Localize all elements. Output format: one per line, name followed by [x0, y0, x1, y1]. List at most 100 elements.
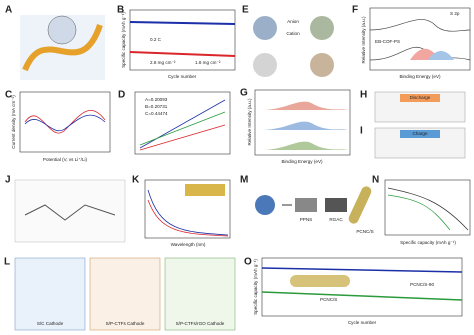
panel-label: O [244, 257, 252, 268]
panel-g: Binding Energy (eV) Relative Intensity (… [240, 88, 351, 164]
curve [387, 194, 451, 231]
panel-l: S/C Cathode S/P-CTFs Cathode S/P-CTFs/rG… [4, 257, 236, 331]
inset [290, 275, 350, 287]
axes [134, 91, 231, 155]
zoom [47, 15, 77, 45]
panel-a: A [5, 5, 105, 80]
structure [253, 16, 277, 40]
annotation: S/P-CTFs/rGO Cathode [176, 321, 225, 326]
panel-f: S 2p EB-COF-PS Binding Energy (eV) Relat… [352, 5, 471, 79]
axis-label: Binding Energy (eV) [399, 74, 441, 79]
curve [24, 109, 106, 134]
panel-label: M [240, 175, 248, 186]
annotation: Cation [286, 31, 300, 36]
axis-label: Specific capacity (mAh g⁻¹) [121, 12, 126, 68]
annotation: A=0.20093 [145, 97, 168, 102]
axis-label: Relative Intensity (a.u.) [361, 16, 366, 63]
fit-line [139, 124, 226, 151]
panel-label: J [5, 175, 11, 186]
axes [369, 7, 471, 71]
panel-label: A [5, 5, 12, 16]
axis-label: Cycle number [168, 74, 197, 79]
panel-e: Anion Cation E [242, 5, 334, 77]
annotation: 0.2 C [150, 37, 162, 42]
axes [19, 91, 111, 153]
curve [129, 21, 236, 25]
annotation: S/P-CTFs Cathode [106, 321, 145, 326]
curve [147, 199, 229, 237]
pcnc [348, 186, 372, 224]
panel-label: B [117, 5, 124, 16]
axis-label: Potential (V, vs Li⁺/Li) [43, 157, 88, 162]
cell [164, 257, 236, 331]
curve [369, 19, 471, 32]
spectrum [260, 141, 348, 150]
cell [14, 257, 86, 331]
panel-label: D [118, 90, 125, 101]
fit-line [139, 111, 226, 146]
curve [24, 114, 106, 131]
rgac [325, 198, 347, 212]
label-box [400, 130, 440, 138]
panel-label: N [372, 175, 379, 186]
annotation: S 2p [450, 11, 460, 16]
axes [254, 89, 351, 156]
panel-c: Potential (V, vs Li⁺/Li) Current density… [5, 90, 111, 162]
panel-d: A=0.20093 B=0.20731 C=0.44474 D [118, 90, 231, 155]
structure [310, 16, 334, 40]
curve [387, 187, 469, 231]
axes [261, 257, 463, 317]
annotation: Anion [287, 19, 299, 24]
axis-label: Wavelength (nm) [171, 242, 206, 247]
ppns [295, 198, 317, 212]
annotation: S/C Cathode [37, 321, 64, 326]
photo [185, 184, 225, 196]
structure [253, 53, 277, 77]
curve [147, 189, 229, 236]
spectrum [260, 101, 348, 110]
annotation: EB-COF-PS [375, 39, 400, 44]
peak [428, 51, 454, 60]
annotation: 2.8 mg cm⁻² [150, 60, 176, 65]
structure [310, 53, 334, 77]
annotation: C=0.44474 [145, 111, 168, 116]
panel-o: PCNC/S PCNC/S-90 Cycle number Specific c… [244, 257, 463, 325]
annotation: 1.8 mg cm⁻² [195, 60, 221, 65]
annotation: Discharge [410, 95, 431, 100]
panel-label: H [360, 90, 367, 101]
label-box [400, 94, 440, 102]
annotation: RGAC [329, 217, 343, 222]
panel-n: Specific capacity (mAh g⁻¹) N [372, 175, 471, 245]
axes [144, 179, 231, 239]
axis-label: Specific capacity (mAh g⁻¹) [400, 240, 456, 245]
panel-label: L [4, 257, 10, 268]
curve [129, 51, 236, 57]
panel-label: I [360, 126, 363, 137]
axes [384, 179, 471, 236]
precursor [255, 195, 275, 215]
spectrum [260, 121, 348, 130]
curve [261, 267, 463, 273]
axes [129, 9, 236, 71]
annotation: Charge [412, 131, 428, 136]
axis-label: Relative Intensity (a.u.) [247, 98, 252, 145]
structure [14, 179, 126, 243]
annotation: B=0.20731 [145, 104, 168, 109]
panel-i: Charge I [360, 126, 466, 159]
panel-label: F [352, 5, 358, 16]
panel-j: J [5, 175, 126, 243]
molecule [24, 204, 116, 221]
curve [261, 291, 463, 301]
axis-label: Current density (mA cm⁻²) [11, 95, 16, 149]
axis-label: Binding Energy (eV) [281, 159, 323, 164]
annotation: PCNC/S-90 [410, 282, 434, 287]
fit-line [139, 99, 226, 149]
panel-label: E [242, 5, 249, 16]
annotation: PCNC/S [320, 297, 337, 302]
panel-label: K [132, 175, 140, 186]
annotation: PCNC/S [356, 229, 373, 234]
panel-label: C [5, 90, 12, 101]
panel-k: Wavelength (nm) K [132, 175, 231, 247]
cell [89, 257, 161, 331]
panel-m: PPNS RGAC PCNC/S M [240, 175, 374, 235]
